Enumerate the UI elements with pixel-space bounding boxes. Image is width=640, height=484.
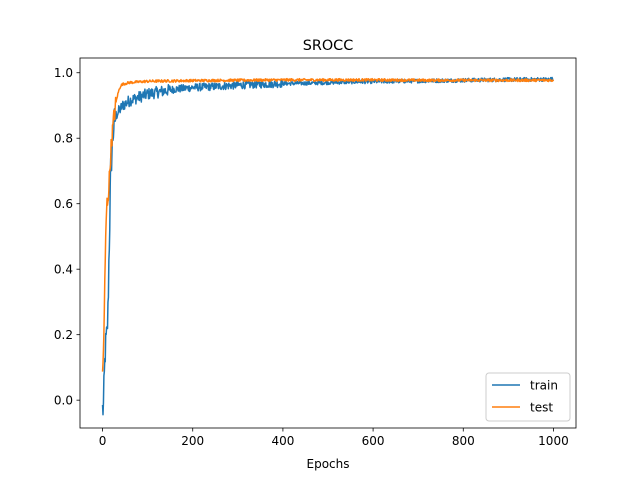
y-tick-label: 0.8 bbox=[54, 132, 73, 146]
x-tick-label: 800 bbox=[452, 434, 475, 448]
series-layer bbox=[101, 76, 555, 416]
x-tick-label: 1000 bbox=[538, 434, 569, 448]
legend-label-test: test bbox=[530, 401, 553, 415]
y-tick-label: 0.0 bbox=[54, 393, 73, 407]
x-axis-label: Epochs bbox=[307, 457, 350, 471]
x-tick-label: 600 bbox=[362, 434, 385, 448]
series-line-test bbox=[101, 77, 555, 372]
y-tick-label: 1.0 bbox=[54, 66, 73, 80]
series-line-train bbox=[101, 76, 555, 416]
x-tick-label: 200 bbox=[181, 434, 204, 448]
legend-label-train: train bbox=[530, 379, 558, 393]
y-tick-label: 0.2 bbox=[54, 328, 73, 342]
chart-title: SROCC bbox=[303, 38, 354, 54]
legend: train test bbox=[485, 372, 571, 422]
axes-frame bbox=[79, 57, 577, 429]
ticks-layer: 0 200 400 600 800 1000 0.0 0.2 0.4 0.6 0.8 1.0 bbox=[54, 66, 569, 448]
y-tick-label: 0.4 bbox=[54, 262, 73, 276]
y-tick-label: 0.6 bbox=[54, 197, 73, 211]
x-tick-label: 400 bbox=[271, 434, 294, 448]
x-tick-label: 0 bbox=[99, 434, 107, 448]
